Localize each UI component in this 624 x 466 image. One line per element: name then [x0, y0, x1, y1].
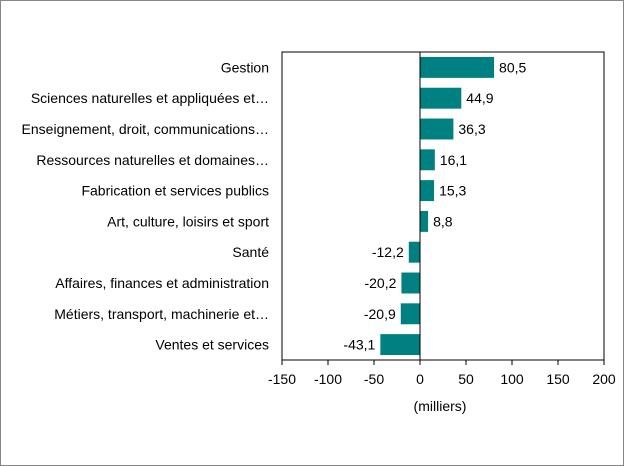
x-tick-label-5: 50 — [458, 371, 474, 387]
bar-8 — [401, 272, 420, 294]
bar-2 — [420, 87, 462, 109]
value-label-10: -43,1 — [343, 337, 375, 353]
category-label-4: Ressources naturelles et domaines… — [36, 152, 269, 168]
bar-9 — [400, 303, 420, 325]
category-label-5: Fabrication et services publics — [81, 183, 269, 199]
category-label-6: Art, culture, loisirs et sport — [107, 213, 269, 229]
category-label-7: Santé — [232, 244, 269, 260]
x-tick-label-7: 150 — [546, 371, 570, 387]
bar-10 — [380, 334, 420, 356]
x-tick-label-2: -100 — [314, 371, 342, 387]
value-label-5: 15,3 — [439, 183, 466, 199]
bars-group — [380, 56, 495, 356]
x-tick-label-3: -50 — [364, 371, 384, 387]
value-label-9: -20,9 — [364, 306, 396, 322]
category-label-9: Métiers, transport, machinerie et… — [54, 306, 269, 322]
x-tick-label-6: 100 — [500, 371, 524, 387]
x-tick-label-1: -150 — [268, 371, 296, 387]
value-labels: 80,5 44,9 36,3 16,1 15,3 8,8 -12,2 -20,2 -20,9 -4… — [343, 59, 526, 352]
category-label-3: Enseignement, droit, communications… — [22, 121, 269, 137]
x-tick-label-4: 0 — [416, 371, 424, 387]
x-axis-title: (milliers) — [414, 398, 467, 414]
category-label-1: Gestion — [221, 59, 269, 75]
value-label-4: 16,1 — [440, 152, 467, 168]
category-label-8: Affaires, finances et administration — [55, 275, 269, 291]
value-label-6: 8,8 — [433, 213, 453, 229]
x-axis: -150 -100 -50 0 50 100 150 200 — [268, 52, 616, 387]
bar-4 — [420, 149, 435, 171]
value-label-2: 44,9 — [466, 90, 493, 106]
bar-6 — [420, 210, 429, 232]
value-label-7: -12,2 — [372, 244, 404, 260]
bar-7 — [408, 241, 420, 263]
value-label-1: 80,5 — [499, 59, 526, 75]
value-label-8: -20,2 — [364, 275, 396, 291]
value-label-3: 36,3 — [458, 121, 485, 137]
category-labels: Gestion Sciences naturelles et appliquées… — [22, 59, 270, 352]
bar-1 — [420, 56, 495, 78]
category-label-2: Sciences naturelles et appliquées et… — [31, 90, 269, 106]
bar-3 — [420, 118, 454, 140]
category-label-10: Ventes et services — [155, 337, 269, 353]
bar-5 — [420, 180, 435, 202]
x-tick-label-8: 200 — [592, 371, 616, 387]
